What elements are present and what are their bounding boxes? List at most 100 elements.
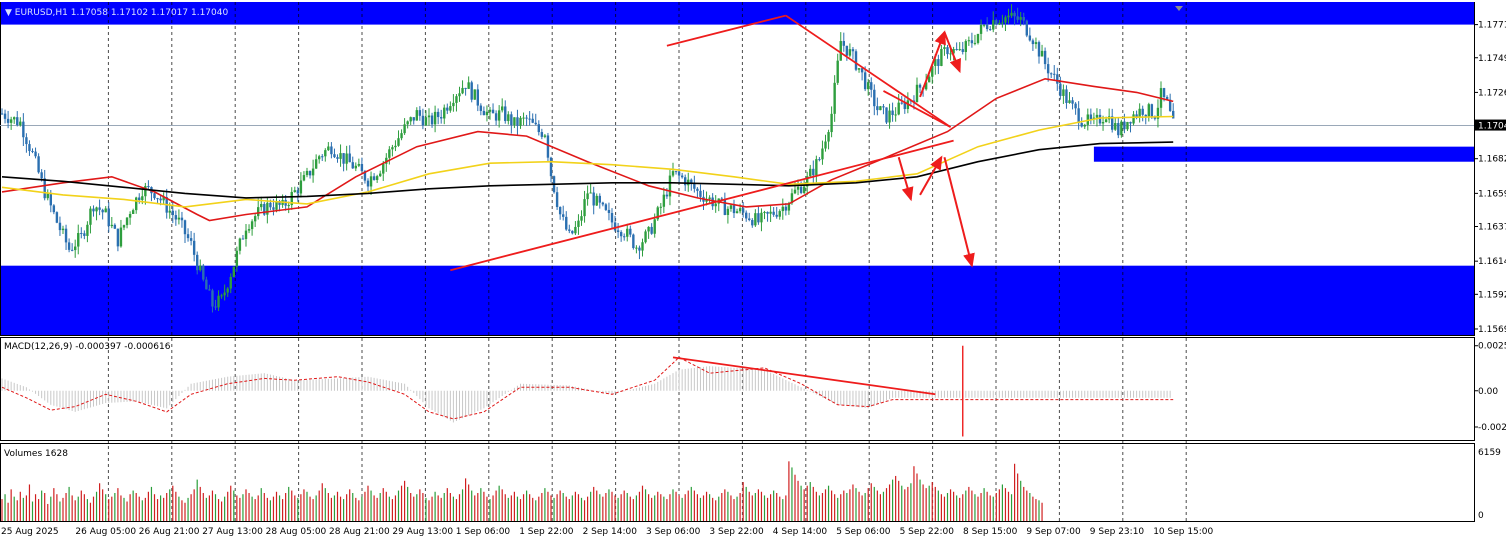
candle-body	[351, 162, 354, 169]
candle-body	[223, 292, 226, 296]
candle-body	[436, 111, 440, 118]
supply-demand-zone	[1, 2, 1474, 25]
candle-body	[1111, 116, 1114, 130]
triangle-down-icon[interactable]	[1175, 6, 1183, 11]
candle-body	[37, 156, 40, 173]
trend-line	[666, 14, 787, 47]
candle-body	[619, 232, 623, 237]
candle-body	[830, 113, 833, 133]
candle-body	[22, 121, 25, 138]
candle-body	[476, 89, 479, 106]
candle-body	[949, 53, 952, 55]
volume-tick-label: 6159	[1478, 448, 1501, 458]
current-price-tag: 1.1704	[1475, 119, 1506, 132]
candle-body	[976, 33, 980, 43]
candle-body	[943, 47, 946, 49]
candle-body	[1071, 100, 1074, 104]
supply-demand-zone	[1, 265, 1474, 335]
candle-body	[141, 196, 144, 201]
candle-body	[13, 117, 16, 120]
candle-body	[83, 233, 86, 236]
candle-body	[263, 203, 266, 215]
candle-body	[116, 228, 120, 247]
candle-body	[171, 210, 174, 216]
candle-body	[937, 59, 940, 66]
candle-body	[985, 24, 989, 30]
candle-body	[1040, 50, 1044, 57]
candle-body	[870, 82, 873, 90]
price-tick-label: 1.1749	[1478, 54, 1506, 64]
candle-body	[656, 207, 659, 220]
volumes-layer	[1, 461, 1043, 521]
candle-body	[1172, 110, 1175, 119]
candle-body	[464, 87, 467, 89]
candle-body	[77, 233, 80, 247]
candle-body	[653, 219, 656, 234]
candle-body	[528, 118, 531, 120]
candle-body	[9, 119, 13, 123]
candle-body	[860, 68, 864, 73]
candle-body	[1165, 97, 1169, 100]
candle-body	[31, 150, 34, 152]
candle-body	[144, 185, 147, 197]
candle-body	[592, 192, 595, 206]
candle-body	[119, 227, 123, 247]
candle-body	[924, 82, 928, 90]
candle-body	[199, 265, 202, 271]
candle-body	[488, 109, 492, 112]
candle-body	[1126, 121, 1129, 130]
candle-body	[796, 186, 800, 190]
candle-body	[793, 189, 797, 194]
candle-body	[260, 203, 263, 208]
candle-body	[409, 117, 412, 122]
time-tick-label: 28 Aug 21:00	[329, 527, 390, 537]
candle-body	[98, 207, 101, 210]
candle-body	[253, 216, 257, 222]
candle-body	[16, 117, 19, 126]
candle-body	[769, 211, 772, 214]
candle-body	[735, 211, 739, 214]
candle-body	[1117, 123, 1120, 136]
candle-body	[824, 141, 827, 149]
candle-body	[510, 114, 513, 126]
candle-body	[235, 250, 239, 267]
candle-body	[1104, 119, 1108, 123]
macd-trend-line	[672, 356, 936, 396]
price-tick-label: 1.1637	[1478, 223, 1506, 233]
macd-tick-label: -0.00206	[1478, 423, 1506, 433]
candle-body	[842, 41, 845, 46]
candle-body	[537, 124, 540, 133]
candle-body	[839, 41, 842, 61]
candle-body	[95, 207, 98, 212]
candle-body	[467, 82, 470, 89]
candle-body	[293, 190, 296, 192]
candle-body	[806, 176, 809, 187]
candle-body	[241, 238, 245, 240]
candle-body	[833, 82, 836, 114]
candle-body	[534, 122, 537, 125]
candle-body	[153, 193, 156, 199]
candle-body	[461, 87, 464, 94]
candle-body	[458, 93, 461, 97]
candle-body	[562, 214, 565, 217]
candle-body	[565, 216, 568, 230]
candle-body	[333, 154, 336, 158]
candle-body	[174, 215, 178, 220]
candle-body	[415, 110, 418, 121]
candle-body	[226, 288, 229, 293]
candle-body	[128, 214, 132, 218]
candle-body	[427, 115, 431, 118]
candle-body	[952, 49, 955, 54]
candle-body	[1007, 15, 1010, 18]
candle-body	[601, 202, 605, 205]
candle-body	[677, 171, 681, 176]
candle-body	[1153, 117, 1157, 119]
time-tick-label: 26 Aug 05:00	[75, 527, 136, 537]
candle-body	[135, 197, 138, 211]
candle-body	[763, 211, 766, 213]
candle-body	[732, 205, 736, 214]
candle-body	[125, 217, 129, 226]
candle-body	[342, 153, 345, 164]
candle-body	[665, 194, 669, 197]
time-tick-label: 5 Sep 06:00	[836, 527, 891, 537]
